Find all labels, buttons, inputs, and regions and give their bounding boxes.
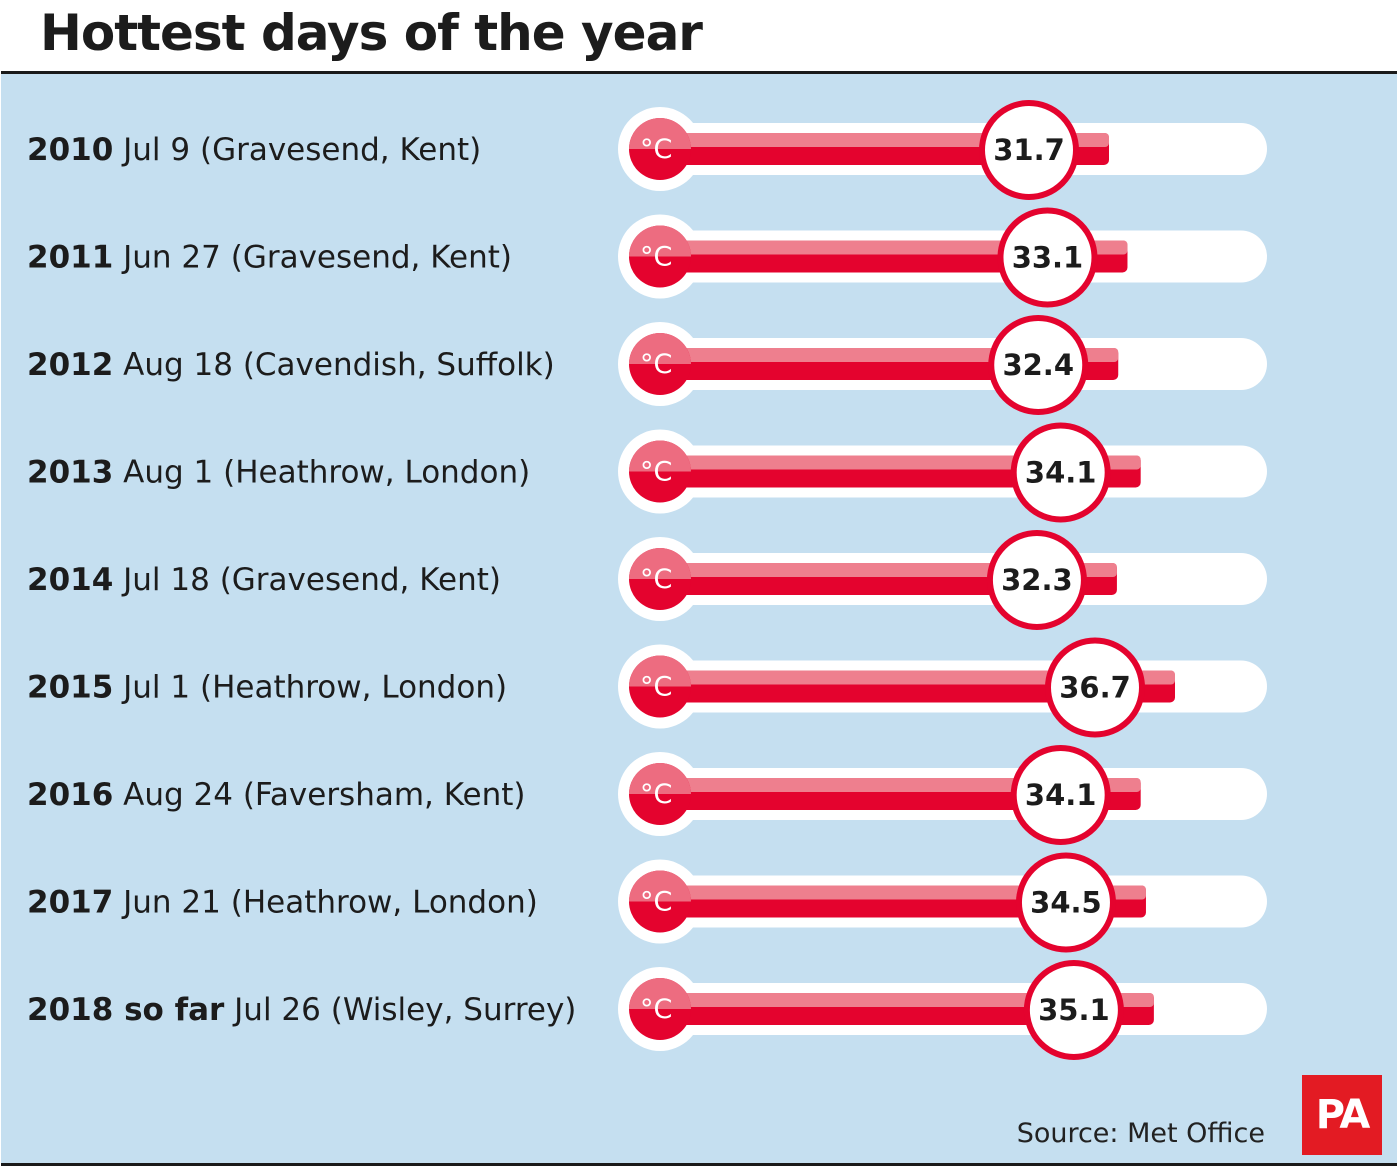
row-detail: Jul 26 (Wisley, Surrey) bbox=[224, 992, 576, 1028]
thermometer-bulb-highlight bbox=[629, 225, 691, 257]
unit-label: °C bbox=[640, 349, 672, 380]
value-badge bbox=[986, 530, 1087, 630]
row-year: 2016 bbox=[27, 777, 113, 813]
source-note: Source: Met Office bbox=[1016, 1118, 1265, 1149]
value-label: 34.1 bbox=[1025, 778, 1097, 812]
thermometer-row: 2011 Jun 27 (Gravesend, Kent) °C 33.1 bbox=[27, 207, 1267, 308]
value-badge bbox=[979, 100, 1079, 200]
unit-label: °C bbox=[640, 242, 672, 273]
value-label: 36.7 bbox=[1059, 671, 1131, 705]
row-detail: Aug 24 (Faversham, Kent) bbox=[113, 777, 525, 813]
unit-label: °C bbox=[640, 564, 672, 595]
unit-label: °C bbox=[640, 134, 672, 165]
value-badge bbox=[1010, 745, 1111, 845]
row-label: 2014 Jul 18 (Gravesend, Kent) bbox=[27, 562, 501, 598]
pa-logo: PA bbox=[1302, 1075, 1382, 1155]
value-label: 34.1 bbox=[1025, 456, 1097, 490]
value-label: 32.4 bbox=[1002, 348, 1074, 382]
row-year: 2014 bbox=[27, 562, 113, 598]
thermometer-row: 2013 Aug 1 (Heathrow, London) °C 34.1 bbox=[27, 422, 1267, 523]
value-badge bbox=[988, 315, 1089, 415]
value-label: 35.1 bbox=[1038, 993, 1110, 1027]
thermometer-bulb-highlight bbox=[629, 978, 691, 1009]
thermometer-bulb-highlight bbox=[629, 763, 691, 794]
row-year: 2012 bbox=[27, 347, 113, 383]
row-label: 2010 Jul 9 (Gravesend, Kent) bbox=[27, 132, 481, 168]
row-detail: Aug 1 (Heathrow, London) bbox=[113, 455, 530, 491]
thermometer-row: 2016 Aug 24 (Faversham, Kent) °C 34.1 bbox=[27, 745, 1267, 845]
value-badge bbox=[1010, 422, 1111, 523]
row-detail: Jun 21 (Heathrow, London) bbox=[113, 885, 538, 921]
thermometer-row: 2014 Jul 18 (Gravesend, Kent) °C 32.3 bbox=[27, 530, 1267, 630]
thermometer-row: 2015 Jul 1 (Heathrow, London) °C 36.7 bbox=[27, 637, 1267, 738]
row-year: 2013 bbox=[27, 455, 113, 491]
row-detail: Aug 18 (Cavendish, Suffolk) bbox=[113, 347, 554, 383]
thermometer-bulb-highlight bbox=[629, 440, 691, 472]
unit-label: °C bbox=[640, 779, 672, 810]
chart-area: 2010 Jul 9 (Gravesend, Kent) °C 31.7 2011 J… bbox=[27, 100, 1267, 1060]
row-year: 2018 so far bbox=[27, 992, 225, 1028]
value-label: 32.3 bbox=[1001, 563, 1073, 597]
thermometer-row: 2017 Jun 21 (Heathrow, London) °C 34.5 bbox=[27, 852, 1267, 953]
thermometer-bulb-highlight bbox=[629, 870, 691, 902]
value-badge bbox=[1015, 852, 1116, 953]
row-label: 2011 Jun 27 (Gravesend, Kent) bbox=[27, 240, 512, 276]
value-label: 31.7 bbox=[993, 133, 1065, 167]
row-detail: Jul 18 (Gravesend, Kent) bbox=[113, 562, 501, 598]
thermometer-row: 2018 so far Jul 26 (Wisley, Surrey) °C 35.… bbox=[27, 960, 1267, 1060]
thermometer-bulb-highlight bbox=[629, 548, 691, 579]
chart-panel: 2010 Jul 9 (Gravesend, Kent) °C 31.7 2011 J… bbox=[1, 71, 1397, 1166]
value-badge bbox=[1045, 637, 1145, 738]
unit-label: °C bbox=[640, 887, 672, 918]
row-year: 2017 bbox=[27, 885, 113, 921]
value-badge bbox=[997, 207, 1098, 308]
row-detail: Jul 1 (Heathrow, London) bbox=[113, 670, 507, 706]
row-detail: Jul 9 (Gravesend, Kent) bbox=[113, 132, 481, 168]
row-label: 2016 Aug 24 (Faversham, Kent) bbox=[27, 777, 526, 813]
chart-title: Hottest days of the year bbox=[40, 4, 703, 62]
thermometer-bulb-highlight bbox=[629, 655, 691, 687]
row-detail: Jun 27 (Gravesend, Kent) bbox=[113, 240, 512, 276]
row-label: 2015 Jul 1 (Heathrow, London) bbox=[27, 670, 507, 706]
row-label: 2017 Jun 21 (Heathrow, London) bbox=[27, 885, 538, 921]
row-year: 2010 bbox=[27, 132, 113, 168]
row-label: 2018 so far Jul 26 (Wisley, Surrey) bbox=[27, 992, 576, 1028]
thermometer-bulb-highlight bbox=[629, 118, 691, 149]
thermometer-row: 2010 Jul 9 (Gravesend, Kent) °C 31.7 bbox=[27, 100, 1267, 200]
row-year: 2011 bbox=[27, 240, 113, 276]
row-label: 2012 Aug 18 (Cavendish, Suffolk) bbox=[27, 347, 555, 383]
row-year: 2015 bbox=[27, 670, 113, 706]
row-label: 2013 Aug 1 (Heathrow, London) bbox=[27, 455, 530, 491]
value-badge bbox=[1023, 960, 1124, 1060]
unit-label: °C bbox=[640, 457, 672, 488]
thermometer-row: 2012 Aug 18 (Cavendish, Suffolk) °C 32.4 bbox=[27, 315, 1267, 415]
value-label: 33.1 bbox=[1012, 241, 1084, 275]
unit-label: °C bbox=[640, 672, 672, 703]
value-label: 34.5 bbox=[1030, 886, 1102, 920]
unit-label: °C bbox=[640, 994, 672, 1025]
thermometer-bulb-highlight bbox=[629, 333, 691, 364]
